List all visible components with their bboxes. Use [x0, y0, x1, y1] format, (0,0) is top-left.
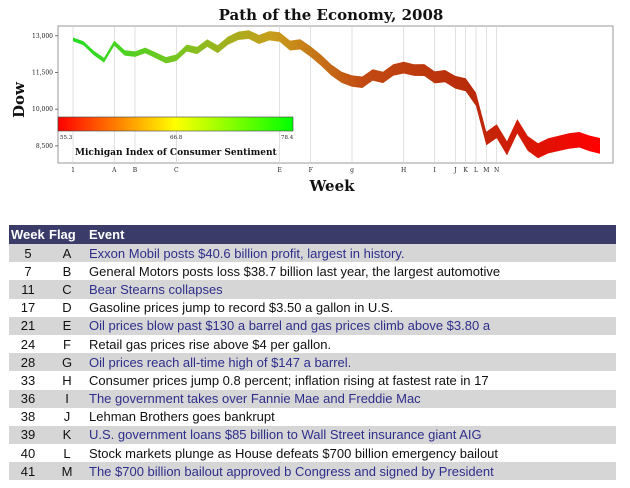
table-row: 17 D Gasoline prices jump to record $3.50 … — [9, 298, 616, 317]
flag-cell: H — [47, 371, 87, 390]
flag-cell: K — [47, 425, 87, 445]
x-tick-label: C — [174, 167, 179, 174]
week-cell: 38 — [9, 407, 47, 426]
table-row: 33 H Consumer prices jump 0.8 percent; inf… — [9, 371, 616, 390]
table-row: 38 J Lehman Brothers goes bankrupt — [9, 407, 616, 426]
flag-gridlines — [72, 26, 498, 163]
event-cell: Stock markets plunge as House defeats $7… — [87, 444, 616, 463]
event-cell: Gasoline prices jump to record $3.50 a g… — [87, 298, 616, 317]
flag-cell: M — [47, 462, 87, 481]
y-tick-label: 10,000 — [32, 106, 53, 113]
events-table-body: 5 A Exxon Mobil posts $40.6 billion profit… — [9, 244, 616, 481]
event-cell: Retail gas prices rise above $4 per gall… — [87, 334, 616, 354]
week-cell: 33 — [9, 371, 47, 390]
event-cell: Lehman Brothers goes bankrupt — [87, 407, 616, 426]
legend-gradient-bar — [57, 116, 294, 132]
flag-cell: B — [47, 262, 87, 281]
table-row: 24 F Retail gas prices rise above $4 per g… — [9, 334, 616, 354]
x-tick-label: A — [111, 167, 117, 174]
x-tick-label: E — [277, 167, 281, 174]
col-week-header: Week — [9, 225, 47, 244]
week-cell: 36 — [9, 389, 47, 408]
week-cell: 11 — [9, 280, 47, 299]
y-tick-label: 8,500 — [36, 143, 53, 150]
flag-cell: G — [47, 353, 87, 372]
event-cell: Oil prices reach all-time high of $147 a… — [87, 353, 616, 372]
x-tick-label: F — [309, 167, 313, 174]
event-cell: Consumer prices jump 0.8 percent; inflat… — [87, 371, 616, 390]
x-tick-label: K — [463, 167, 468, 174]
table-row: 39 K U.S. government loans $85 billion to … — [9, 425, 616, 445]
flag-cell: J — [47, 407, 87, 426]
dow-band — [73, 30, 600, 159]
event-cell: General Motors posts loss $38.7 billion … — [87, 262, 616, 281]
table-row: 41 M The $700 billion bailout approved b C… — [9, 462, 616, 481]
event-cell: Bear Stearns collapses — [87, 280, 616, 299]
flag-cell: L — [47, 444, 87, 463]
legend-mid-label: 66.8 — [170, 135, 183, 141]
week-cell: 24 — [9, 334, 47, 354]
chart-title: Path of the Economy, 2008 — [219, 6, 444, 24]
x-tick-label: J — [453, 167, 457, 174]
x-tick-label: 1 — [71, 167, 75, 174]
week-cell: 28 — [9, 353, 47, 372]
plot-frame — [57, 25, 614, 164]
flag-cell: C — [47, 280, 87, 299]
x-tick-label: I — [433, 167, 436, 174]
dow-band-path — [73, 30, 600, 159]
table-row: 28 G Oil prices reach all-time high of $14… — [9, 353, 616, 372]
week-cell: 21 — [9, 316, 47, 335]
week-cell: 39 — [9, 425, 47, 445]
legend-title: Michigan Index of Consumer Sentiment — [75, 148, 277, 158]
event-cell: The government takes over Fannie Mae and… — [87, 389, 616, 408]
flag-cell: F — [47, 334, 87, 354]
flag-cell: I — [47, 389, 87, 408]
y-axis-label: Dow — [10, 81, 28, 118]
x-axis-label: Week — [308, 177, 355, 195]
x-tick-label: M — [483, 167, 489, 174]
y-tick-label: 13,000 — [32, 33, 53, 40]
flag-cell: A — [47, 244, 87, 263]
event-cell: U.S. government loans $85 billion to Wal… — [87, 425, 616, 445]
table-row: 5 A Exxon Mobil posts $40.6 billion profit… — [9, 244, 616, 263]
week-cell: 7 — [9, 262, 47, 281]
y-tick-label: 11,500 — [32, 69, 53, 76]
x-tick-label: N — [494, 167, 499, 174]
table-row: 11 C Bear Stearns collapses — [9, 280, 616, 299]
x-tick-label: L — [474, 167, 478, 174]
x-tick-label: B — [133, 167, 138, 174]
event-cell: Exxon Mobil posts $40.6 billion profit, … — [87, 244, 616, 263]
table-row: 36 I The government takes over Fannie Mae … — [9, 389, 616, 408]
legend-max-label: 78.4 — [281, 135, 294, 141]
week-cell: 17 — [9, 298, 47, 317]
col-event-header: Event — [87, 225, 616, 244]
y-axis-ticks: 13,000 11,500 10,000 8,500 — [32, 33, 58, 150]
x-tick-label: H — [401, 167, 406, 174]
table-row: 21 E Oil prices blow past $130 a barrel an… — [9, 316, 616, 335]
week-cell: 5 — [9, 244, 47, 263]
dow-chart: Path of the Economy, 2008 13,000 11,500 10… — [10, 6, 614, 195]
legend-min-label: 55.3 — [60, 135, 73, 141]
events-table: Week Flag Event 5 A Exxon Mobil posts $40.… — [9, 225, 616, 481]
event-cell: The $700 billion bailout approved b Cong… — [87, 462, 616, 481]
flag-cell: D — [47, 298, 87, 317]
sentiment-legend: 55.3 66.8 78.4 Michigan Index of Consume… — [57, 116, 294, 158]
col-flag-header: Flag — [47, 225, 87, 244]
table-row: 40 L Stock markets plunge as House defeats… — [9, 444, 616, 463]
x-tick-label: g — [350, 167, 354, 174]
table-row: 7 B General Motors posts loss $38.7 billio… — [9, 262, 616, 281]
event-cell: Oil prices blow past $130 a barrel and g… — [87, 316, 616, 335]
week-cell: 41 — [9, 462, 47, 481]
week-cell: 40 — [9, 444, 47, 463]
flag-cell: E — [47, 316, 87, 335]
table-header-row: Week Flag Event — [9, 225, 616, 244]
